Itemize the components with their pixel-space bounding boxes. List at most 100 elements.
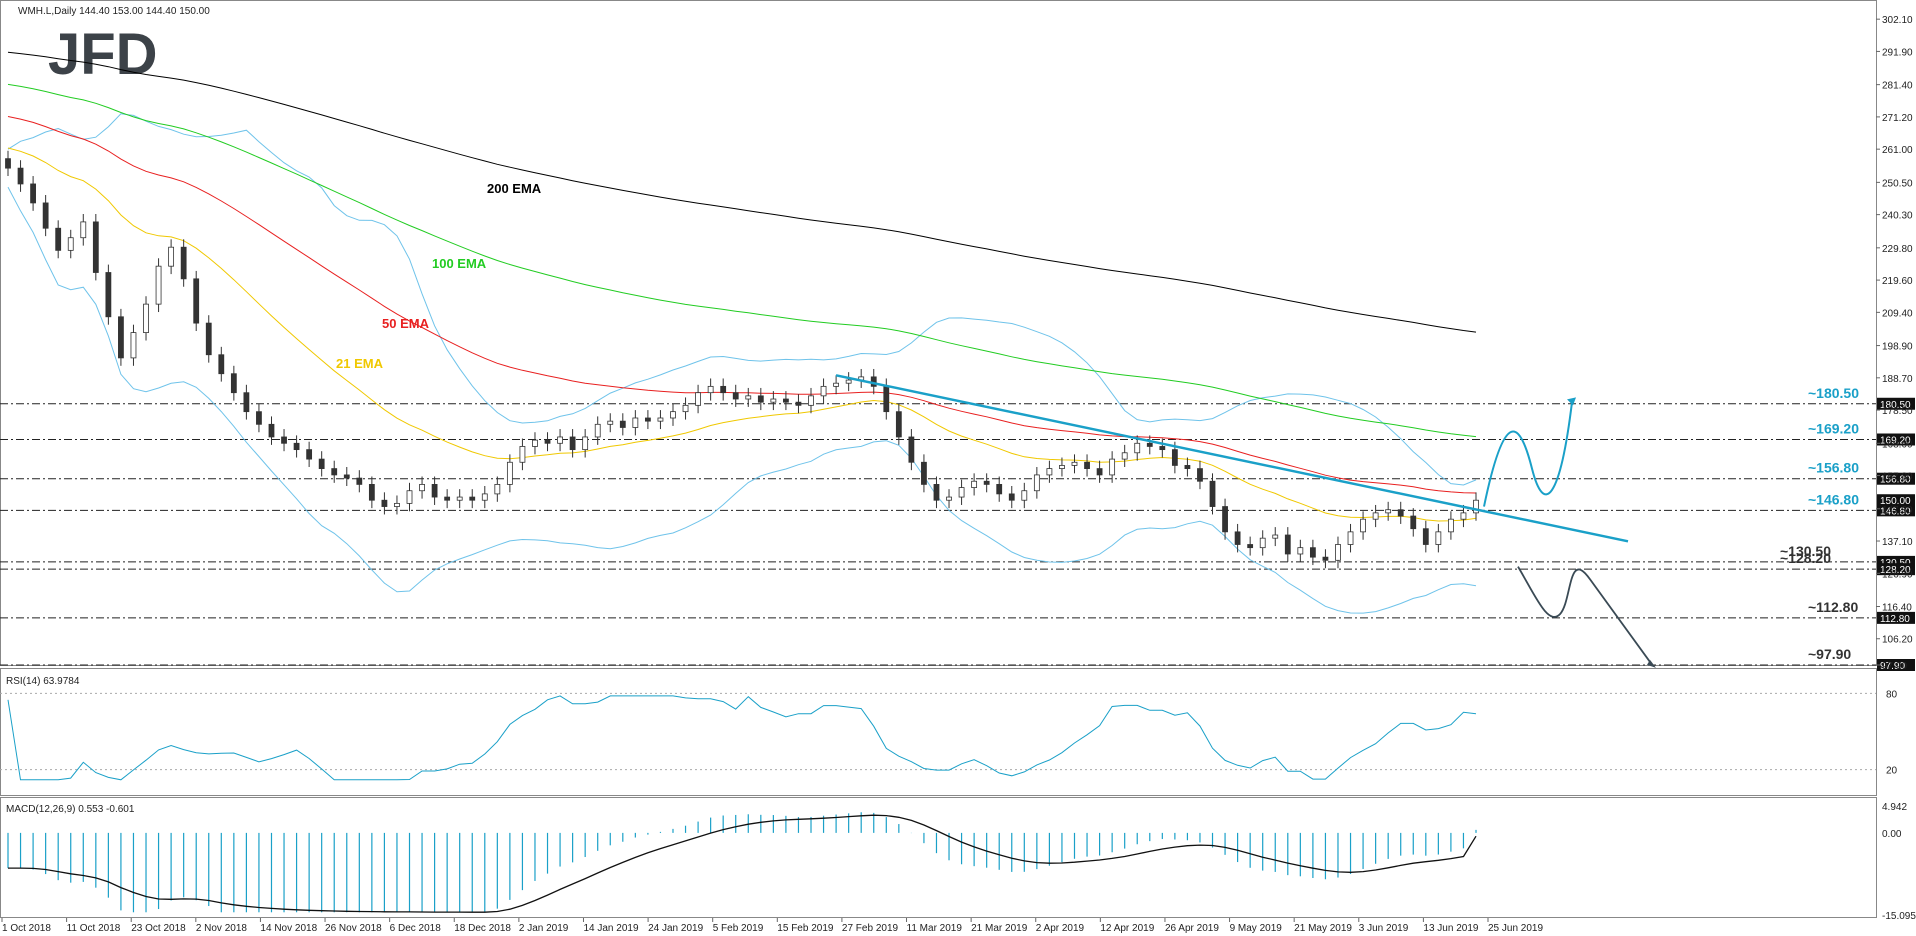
rsi-level-label: 80 [1886,689,1898,700]
level-label: ~128.20 [1780,550,1831,566]
rsi-label: RSI(14) 63.9784 [6,676,80,687]
candle [745,395,752,400]
candle [1234,531,1241,545]
candle [1146,442,1153,447]
time-tick-label: 2 Nov 2018 [196,923,248,934]
candle [1385,509,1392,514]
level-axis-tag [1877,433,1915,446]
candle [1021,490,1028,501]
candle [1435,531,1442,545]
price-tick-label: 188.70 [1882,374,1913,385]
candle [1197,468,1203,482]
candle [1184,465,1191,469]
candle [632,417,639,428]
bollinger-upper [7,113,1477,486]
time-tick-label: 24 Jan 2019 [648,923,703,934]
annotations [835,374,1656,668]
bullish-projection-arrow [1483,402,1573,507]
level-axis-tag [1877,611,1915,624]
price-tick-label: 240.30 [1882,211,1913,222]
candle [155,265,162,305]
time-tick-label: 5 Feb 2019 [713,923,764,934]
price-tick-label: 116.40 [1882,602,1912,613]
price-tick-label: 137.10 [1882,537,1913,548]
candle [682,404,689,413]
price-tick-label: 250.50 [1882,178,1913,189]
candle [1134,442,1141,454]
price-tick-label: 281.40 [1882,81,1913,92]
candle [268,423,275,438]
current-price-tag-text: 150.00 [1880,496,1911,507]
rsi-level-label: 20 [1886,766,1898,777]
time-tick-label: 15 Feb 2019 [777,923,834,934]
candle [569,436,576,451]
time-tick-label: 14 Jan 2019 [583,923,638,934]
candle [1360,518,1366,533]
bearish-projection-arrow [1517,566,1653,666]
ema-21-label: 21 EMA [336,356,384,371]
ema-21-line [7,147,1477,522]
level-label: ~130.50 [1780,543,1831,559]
level-label: ~146.80 [1808,491,1859,507]
rsi-panel-frame [0,668,1877,796]
candle [1372,512,1379,520]
candle [293,442,300,451]
candle [30,183,36,204]
candle [1096,468,1103,476]
candle [80,221,87,239]
price-tick-label: 229.80 [1882,244,1913,255]
rsi-line [7,695,1477,781]
candle [971,480,978,488]
candle [469,496,476,501]
price-tick-label: 97.90 [1882,661,1907,672]
candle [1059,465,1065,469]
time-tick-label: 27 Feb 2019 [842,923,899,934]
candle [1109,458,1116,476]
candle [444,496,451,501]
candles [5,150,1479,569]
candle [720,385,727,394]
candle [419,484,425,492]
bullish-arrowhead [1567,397,1576,406]
candle [1335,544,1341,561]
candle [732,392,739,400]
level-axis-tag [1877,397,1915,410]
time-tick-label: 21 Mar 2019 [971,923,1028,934]
level-axis-tag [1877,504,1915,517]
candle [808,395,814,406]
candle [494,484,501,495]
candle [1347,531,1354,545]
candle [506,461,513,485]
candle [17,167,24,185]
candle [1171,449,1178,466]
bollinger-lower [7,186,1477,614]
candle [5,158,11,169]
candle [783,398,789,403]
rsi-panel: 80 20 [0,689,1898,781]
candle [883,385,890,413]
candle [118,316,124,359]
level-axis-tag-text: 180.50 [1880,400,1911,411]
level-axis-tag-text: 146.80 [1880,506,1911,517]
candle [996,484,1003,495]
time-axis: 1 Oct 2018 11 Oct 2018 23 Oct 2018 2 Nov 20… [1,918,1543,934]
candle [143,303,149,333]
candle [1071,461,1078,466]
candle [983,480,990,485]
candle [594,423,601,438]
candle [644,417,651,422]
price-tick-label: 271.20 [1882,113,1913,124]
candle [55,227,62,251]
macd-tick-label: 4.942 [1882,802,1907,813]
macd-label: MACD(12,26,9) 0.553 -0.601 [6,804,135,815]
level-axis-tag [1877,659,1915,671]
level-label: ~180.50 [1808,385,1859,401]
candle [406,490,413,504]
candle [1033,474,1040,492]
price-tick-label: 147.30 [1882,505,1913,516]
candle [544,439,551,444]
price-tick-label: 168.00 [1882,439,1913,450]
candle [1473,499,1479,514]
level-axis-tag-text: 112.80 [1880,614,1910,625]
